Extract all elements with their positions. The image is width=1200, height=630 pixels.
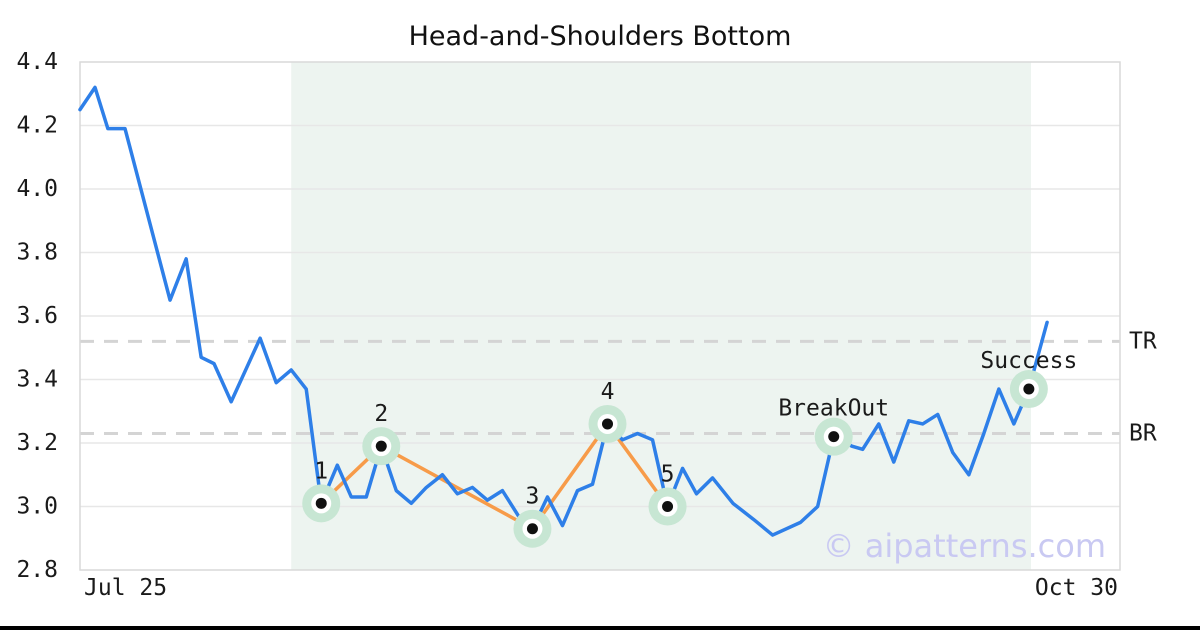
y-axis-tick: 2.8 <box>16 557 58 583</box>
pattern-marker-label-3: 3 <box>526 484 540 510</box>
pattern-marker-label-2: 2 <box>374 401 388 427</box>
x-axis-tick-end: Oct 30 <box>1034 575 1118 601</box>
y-axis-tick: 3.4 <box>16 367 58 393</box>
pattern-marker-label-1: 1 <box>314 458 328 484</box>
pattern-marker-label-5: 5 <box>661 462 675 488</box>
price-line <box>78 85 1049 537</box>
chart-title: Head-and-Shoulders Bottom <box>408 21 792 52</box>
breakout-label: BreakOut <box>778 396 889 422</box>
y-axis-tick: 4.2 <box>16 113 58 139</box>
br-level-label: BR <box>1129 420 1157 446</box>
pattern-marker-4-dot <box>602 418 614 430</box>
success-label: Success <box>980 348 1077 374</box>
watermark: © aipatterns.com <box>822 527 1106 565</box>
y-axis-tick: 3.8 <box>16 240 58 266</box>
pattern-marker-label-4: 4 <box>601 379 615 405</box>
tr-level-label: TR <box>1129 328 1157 354</box>
x-axis-tick-start: Jul 25 <box>84 575 168 601</box>
footer-bar <box>0 626 1200 630</box>
pattern-marker-3-dot <box>526 523 538 535</box>
success-marker-dot <box>1023 383 1035 395</box>
pattern-marker-2-dot <box>375 440 387 452</box>
pattern-marker-5-dot <box>662 501 674 512</box>
y-axis-tick: 3.2 <box>16 430 58 456</box>
plot-border <box>79 61 1121 571</box>
y-axis-tick: 3.0 <box>16 494 58 520</box>
y-axis-tick: 4.4 <box>16 49 58 75</box>
pattern-marker-1-dot <box>315 497 327 509</box>
y-axis-tick: 3.6 <box>16 303 58 329</box>
y-axis-tick: 4.0 <box>16 176 58 202</box>
breakout-marker-dot <box>828 431 840 443</box>
